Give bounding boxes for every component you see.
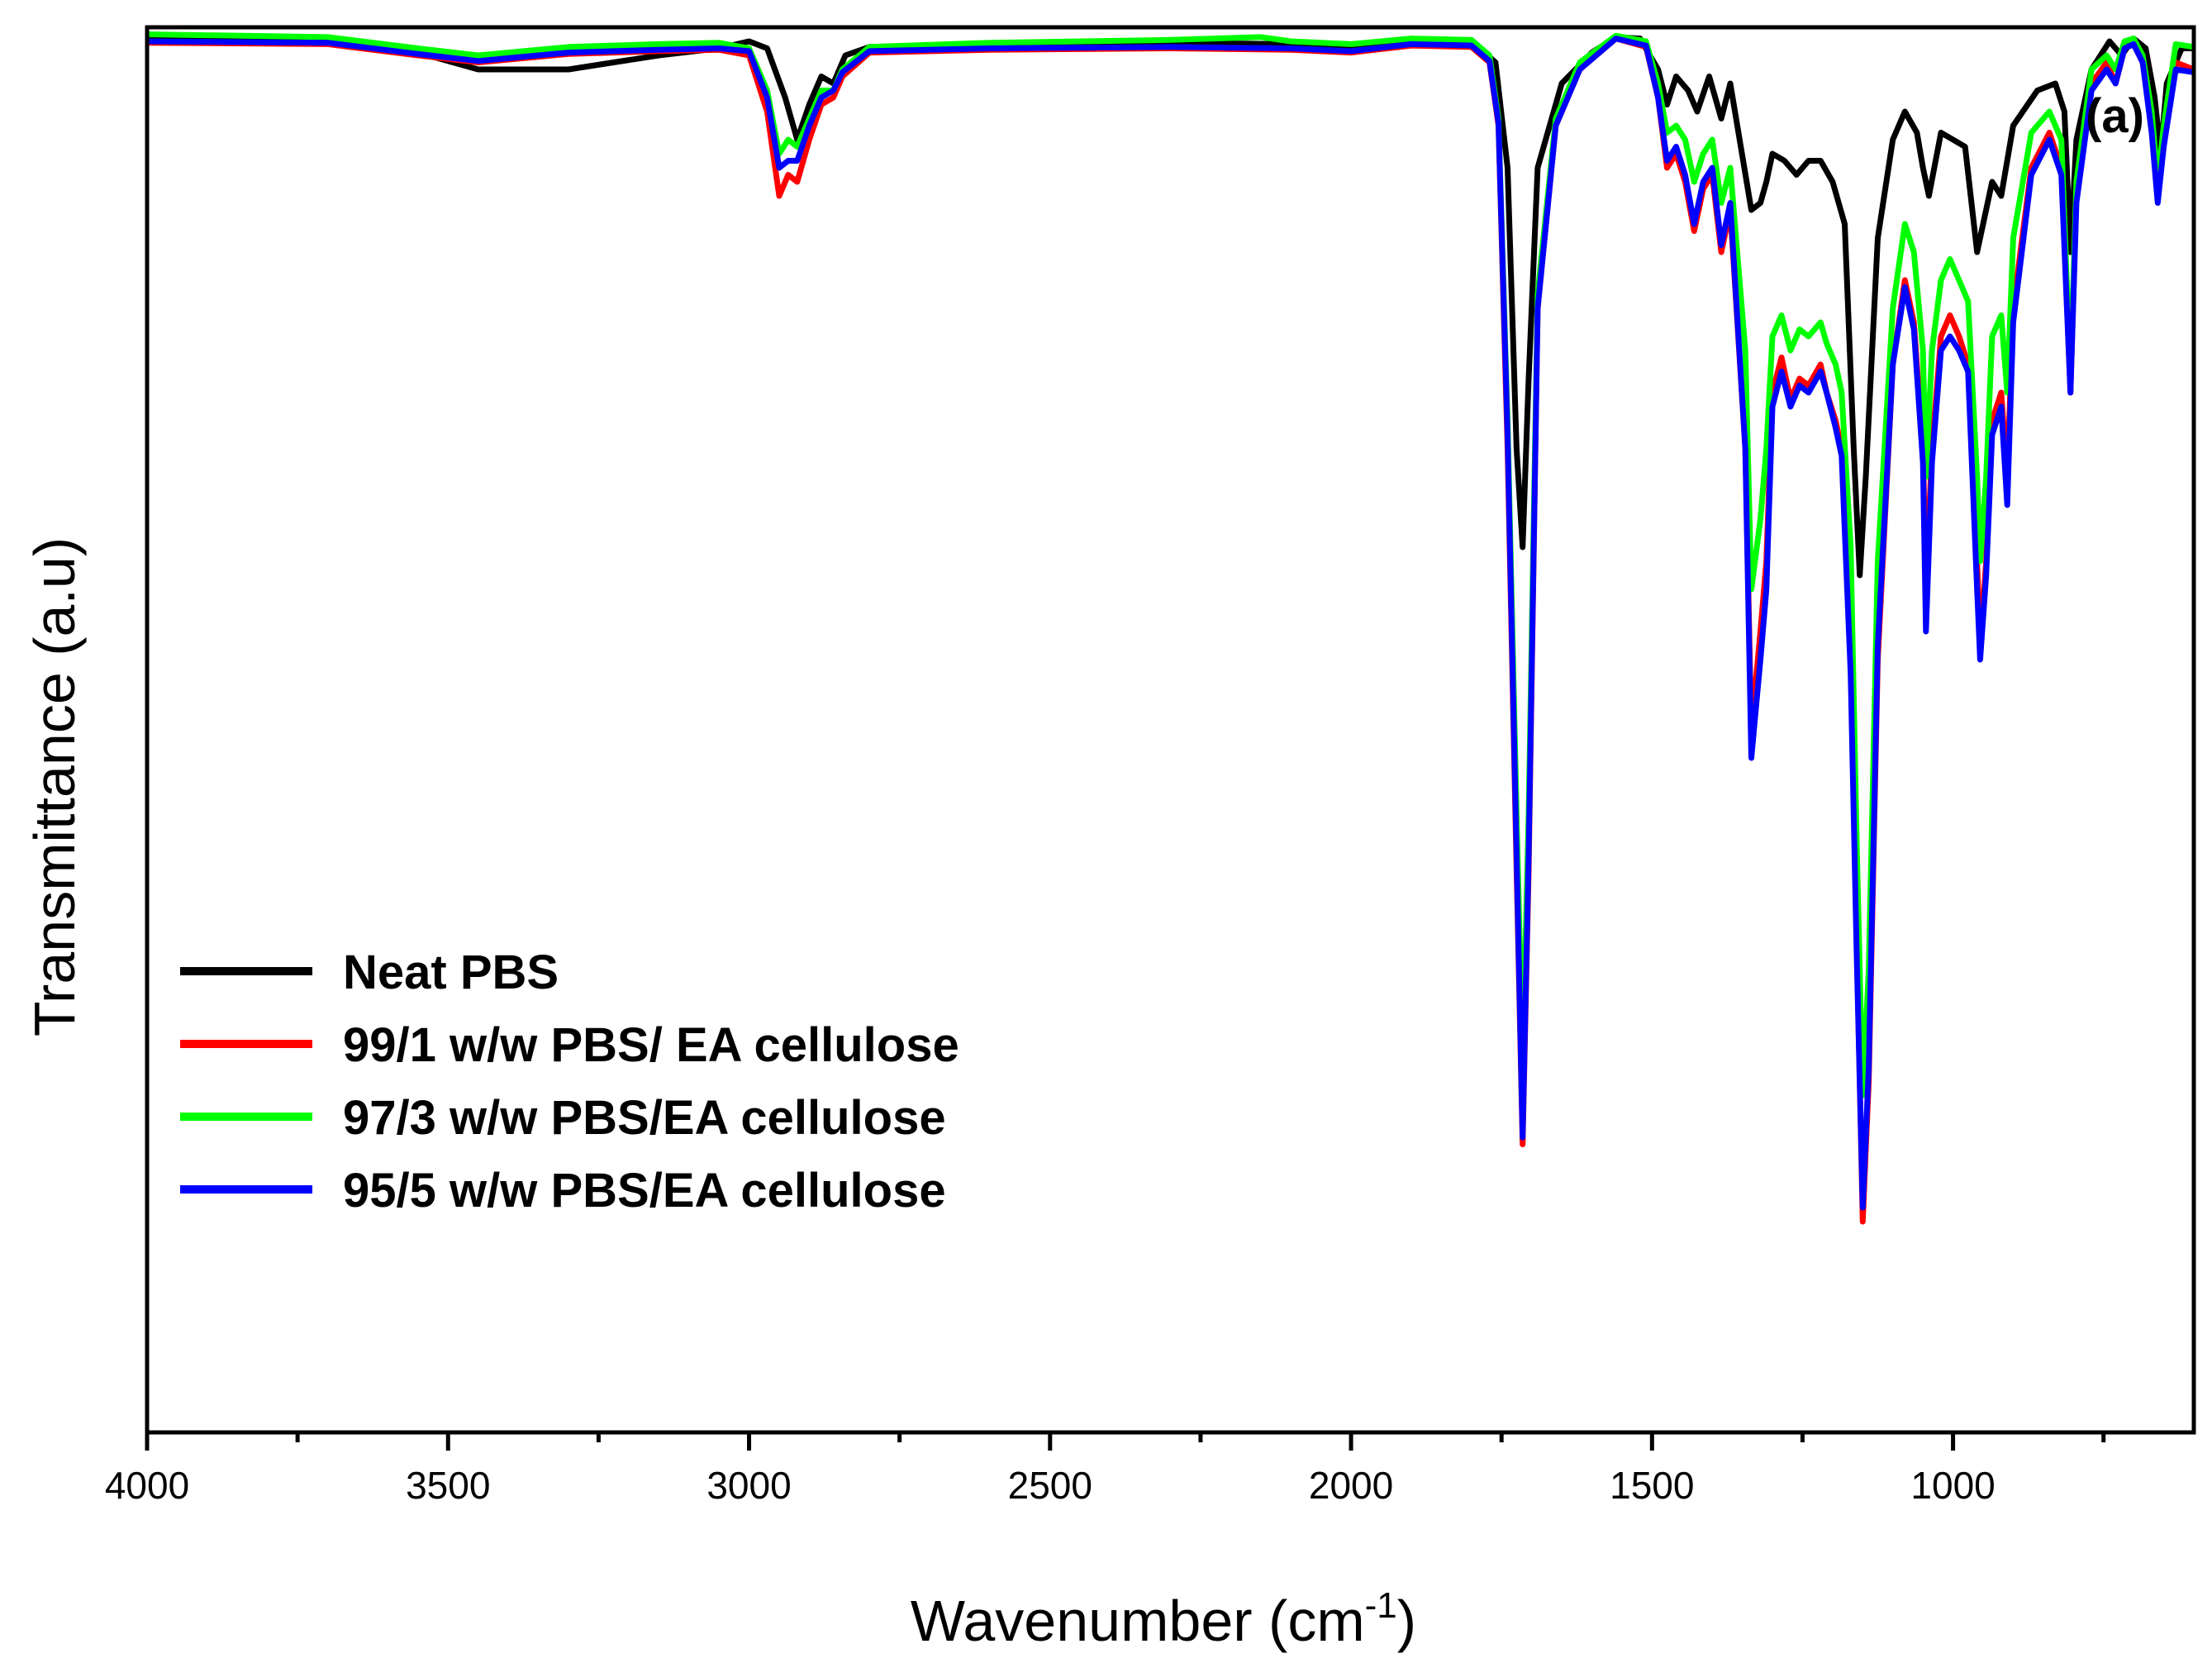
legend-label-3: 97/3 w/w PBS/EA cellulose [343, 1091, 946, 1145]
series-layer [146, 31, 2195, 1225]
legend-label-1: Neat PBS [343, 946, 559, 999]
x-axis-title-end: ) [1397, 1589, 1416, 1653]
x-tick-label: 3000 [706, 1464, 791, 1507]
x-tick-label: 2500 [1008, 1464, 1092, 1507]
x-tick-label: 1000 [1910, 1464, 1995, 1507]
legend: Neat PBS 99/1 w/w PBS/ EA cellulose 97/3 w… [180, 946, 959, 1217]
panel-label: (a) [2086, 89, 2144, 143]
x-tick-label: 3500 [406, 1464, 490, 1507]
y-axis-title: Transmittance (a.u) [22, 537, 87, 1036]
x-tick-label: 1500 [1610, 1464, 1694, 1507]
legend-label-4: 95/5 w/w PBS/EA cellulose [343, 1164, 946, 1217]
x-axis-ticks: 4000 3500 3000 2500 2000 1500 1000 [105, 1432, 2106, 1507]
x-axis-title-superscript: -1 [1365, 1585, 1397, 1626]
x-tick-label: 2000 [1309, 1464, 1393, 1507]
series-line-3 [146, 31, 2195, 1098]
legend-label-2: 99/1 w/w PBS/ EA cellulose [343, 1018, 959, 1072]
x-axis-title: Wavenumber (cm-1) [911, 1585, 1416, 1653]
plot-frame [145, 25, 2196, 1435]
x-tick-label: 4000 [105, 1464, 189, 1507]
series-line-4 [146, 36, 2195, 1211]
x-axis-title-main: Wavenumber (cm [911, 1589, 1365, 1653]
